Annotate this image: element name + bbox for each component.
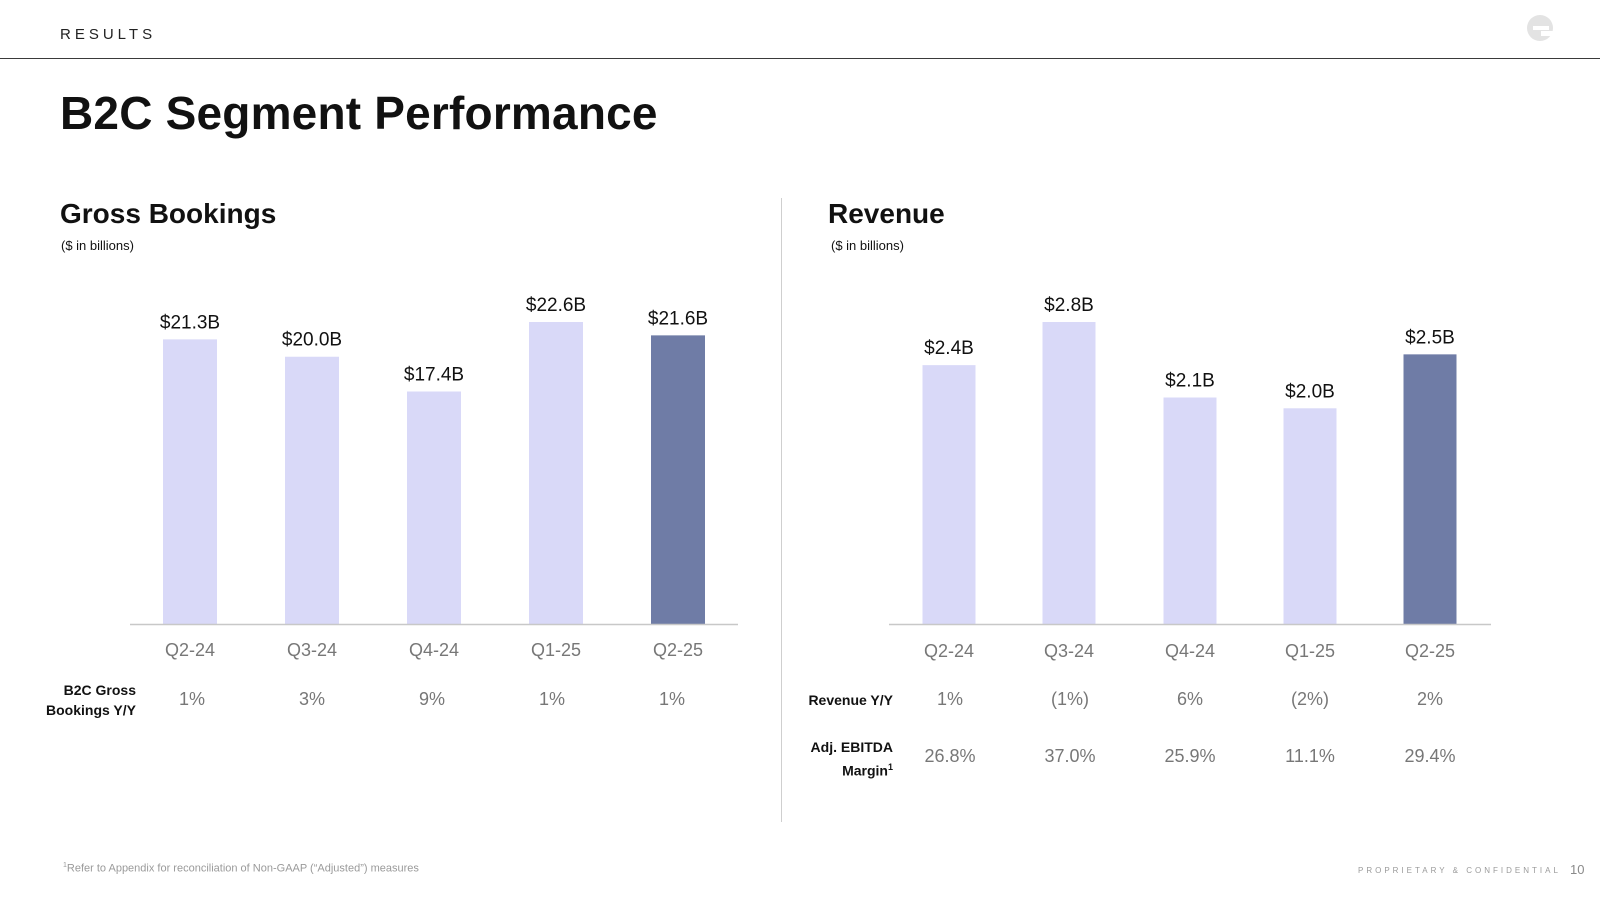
- confidential-label: PROPRIETARY & CONFIDENTIAL: [1358, 866, 1561, 875]
- gb-yy-value: 1%: [178, 689, 205, 709]
- ebitda-value: 29.4%: [1404, 746, 1456, 766]
- rev-yy-value: 1%: [936, 689, 963, 709]
- rev-bar-q2-25: [1403, 354, 1457, 624]
- gb-yy-value: 9%: [418, 689, 445, 709]
- page-number: 10: [1570, 862, 1585, 877]
- rev-data-label: $2.5B: [1405, 327, 1455, 348]
- rev-yy-label: Revenue Y/Y: [808, 692, 893, 708]
- gb-x-tick-label: Q2-25: [653, 640, 703, 660]
- gb-yy-value: 1%: [538, 689, 565, 709]
- ebitda-value: 11.1%: [1285, 746, 1335, 766]
- header-divider: [0, 58, 1600, 59]
- ebitda-label-line1: Adj. EBITDA: [810, 739, 893, 755]
- gb-data-label: $21.3B: [160, 312, 220, 333]
- footnote-sup: 1: [63, 862, 67, 869]
- gb-x-tick-label: Q3-24: [287, 640, 337, 660]
- gb-yy-label-line2: Bookings Y/Y: [46, 702, 136, 718]
- gb-yy-label: B2C Gross Bookings Y/Y: [46, 680, 136, 720]
- revenue-title: Revenue: [828, 198, 945, 229]
- rev-x-tick-label: Q1-25: [1285, 641, 1335, 661]
- gross-bookings-title: Gross Bookings: [60, 198, 277, 229]
- gb-bar-q4-24: [407, 391, 461, 624]
- rev-x-tick-label: Q3-24: [1044, 641, 1094, 661]
- rev-data-label: $2.8B: [1044, 295, 1094, 316]
- rev-yy-value: 2%: [1416, 689, 1443, 709]
- rev-bar-q2-24: [922, 365, 976, 624]
- gb-x-tick-label: Q2-24: [165, 640, 215, 660]
- gb-bar-q3-24: [285, 356, 339, 624]
- ebitda-value: 26.8%: [924, 746, 976, 766]
- section-label: RESULTS: [60, 26, 157, 43]
- footnote: 1Refer to Appendix for reconciliation of…: [63, 862, 419, 875]
- rev-data-label: $2.0B: [1285, 381, 1335, 402]
- gb-yy-value: 1%: [658, 689, 685, 709]
- rev-bar-q4-24: [1163, 397, 1217, 624]
- ebitda-label-line2: Margin: [842, 762, 888, 779]
- gross-bookings-subtitle: ($ in billions): [61, 238, 134, 253]
- rev-yy-value: (1%): [1050, 689, 1089, 709]
- rev-bar-q1-25: [1283, 408, 1337, 624]
- rev-data-label: $2.1B: [1165, 371, 1215, 392]
- rev-x-tick-label: Q2-25: [1405, 641, 1455, 661]
- gb-data-label: $21.6B: [648, 308, 708, 329]
- gb-bar-q2-25: [651, 335, 705, 624]
- gb-data-label: $17.4B: [404, 364, 464, 385]
- gb-x-tick-label: Q4-24: [409, 640, 459, 660]
- gb-bar-q2-24: [163, 339, 217, 624]
- ebitda-label-sup: 1: [887, 762, 893, 772]
- gb-x-tick-label: Q1-25: [531, 640, 581, 660]
- gb-yy-value: 3%: [298, 689, 325, 709]
- gb-data-label: $20.0B: [282, 330, 342, 351]
- footnote-text: Refer to Appendix for reconciliation of …: [66, 862, 419, 875]
- section-divider: [781, 198, 782, 822]
- revenue-subtitle: ($ in billions): [831, 238, 904, 253]
- ebitda-value: 25.9%: [1164, 746, 1216, 766]
- ebitda-label: Adj. EBITDA Margin1: [811, 737, 893, 781]
- rev-x-tick-label: Q4-24: [1165, 641, 1215, 661]
- gb-data-label: $22.6B: [526, 295, 586, 316]
- rev-bar-q3-24: [1042, 322, 1096, 624]
- rev-yy-value: 6%: [1176, 689, 1203, 709]
- rev-x-tick-label: Q2-24: [924, 641, 974, 661]
- brand-logo-icon: [1527, 15, 1553, 41]
- ebitda-value: 37.0%: [1044, 746, 1096, 766]
- gb-bar-q1-25: [529, 322, 583, 624]
- page-title: B2C Segment Performance: [60, 87, 658, 139]
- gross-bookings-chart: $21.3B Q2-24 $20.0B Q3-24 $17.4B Q4-24 $22.6B Q…: [130, 295, 738, 660]
- rev-data-label: $2.4B: [924, 338, 974, 359]
- rev-yy-value: (2%): [1290, 689, 1329, 709]
- gb-yy-label-line1: B2C Gross: [63, 682, 136, 698]
